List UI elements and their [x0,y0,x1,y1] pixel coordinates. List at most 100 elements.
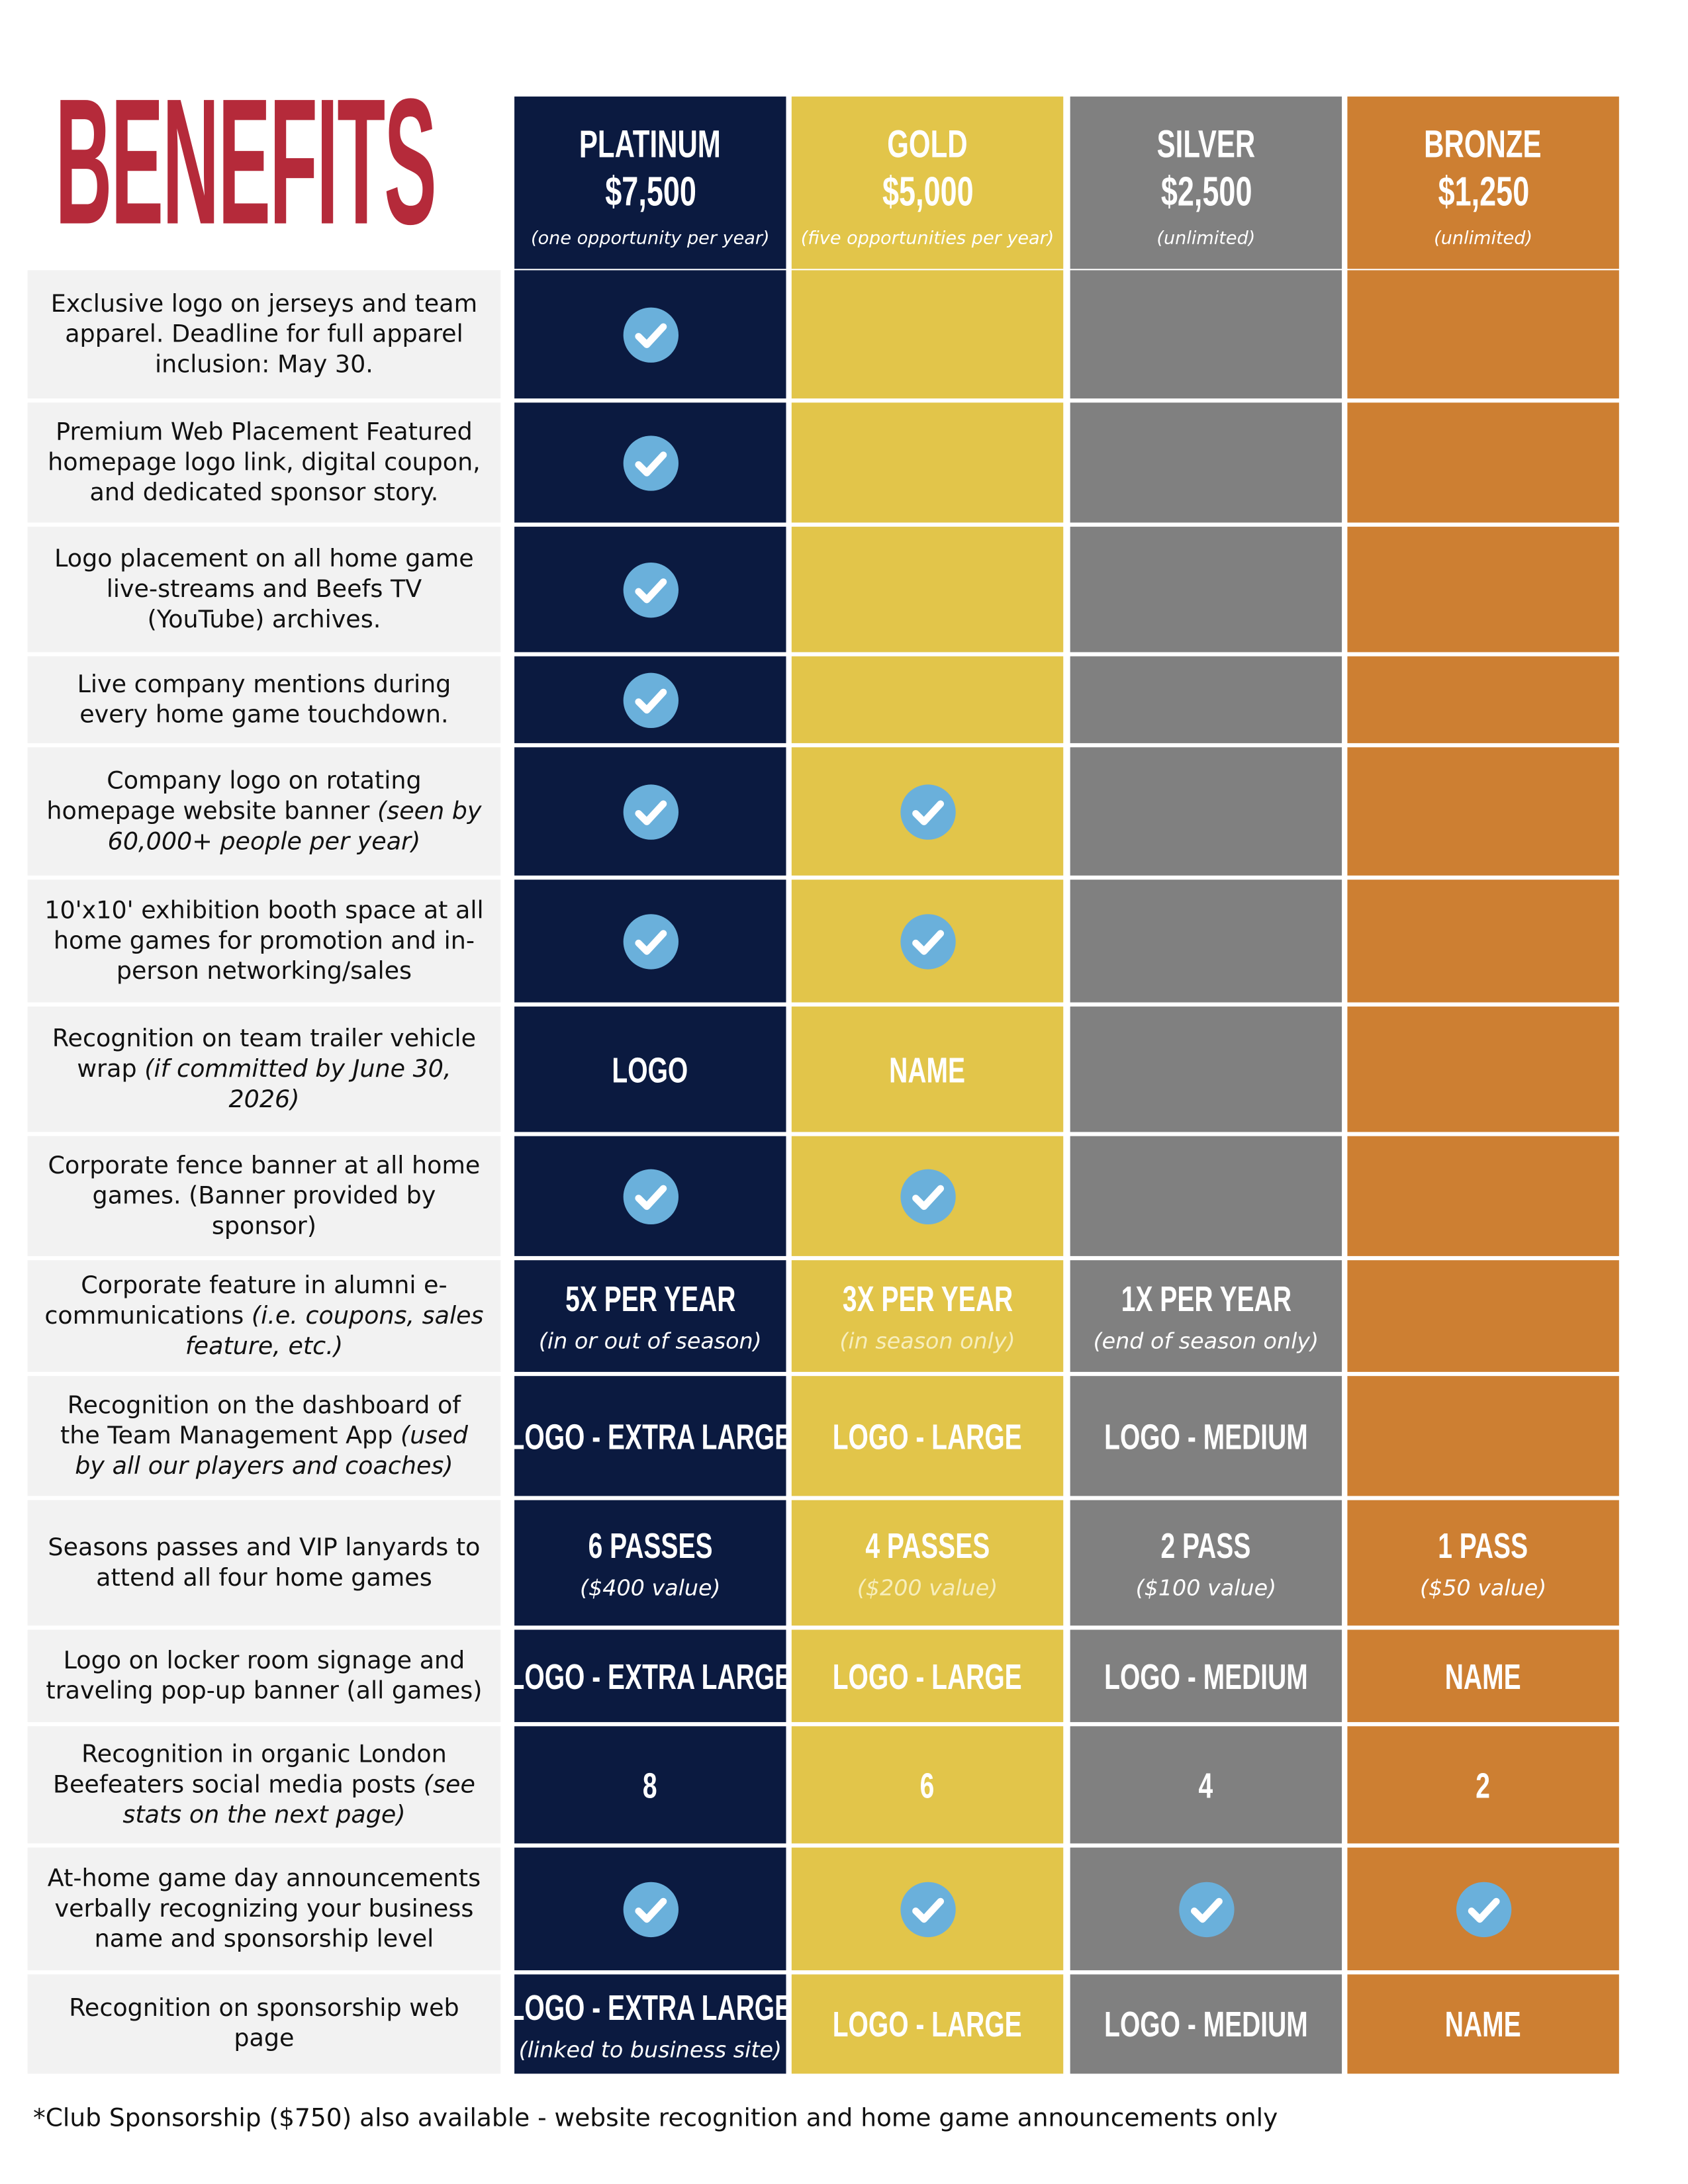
check-circle [900,784,955,839]
cell-main: 3X PER YEAR [842,1278,1013,1320]
check-mark [634,799,667,825]
benefit-text: Corporate feature in alumni e-communicat… [44,1271,485,1361]
benefit-text-main: Corporate feature in alumni e-communicat… [44,1271,447,1330]
check-icon [622,1881,678,1937]
check-mark [1190,1897,1222,1923]
benefit-label: Recognition on sponsorship web page [27,1974,501,2074]
check-mark [912,799,943,825]
tier-cell: LOGO - EXTRA LARGE [509,1629,792,1723]
tier-cell: 1X PER YEAR (end of season only) [1070,1260,1342,1372]
tier-cell [1347,1006,1619,1132]
tier-cell [1070,402,1342,523]
benefit-text: Recognition on team trailer vehicle wrap… [44,1024,485,1115]
tier-cell [514,1847,786,1971]
check-mark [634,688,667,713]
tier-note: (one opportunity per year) [531,228,770,250]
check-mark [634,929,667,954]
benefit-text-italic: (seen by 60,000+ people per year) [107,797,482,856]
cell-main: 2 [1476,1764,1491,1806]
benefit-label: Recognition in organic London Beefeaters… [27,1726,501,1844]
tier-header: SILVER $2,500 (unlimited) [1070,96,1342,269]
benefit-label: Corporate feature in alumni e-communicat… [27,1260,501,1372]
benefit-text-main: Recognition on sponsorship web page [69,1995,459,2054]
tier-cell: 2 [1347,1726,1619,1844]
benefit-label: 10'x10' exhibition booth space at all ho… [27,880,501,1003]
tier-cell: 3X PER YEAR (in season only) [791,1260,1064,1372]
tier-price: $1,250 [1437,169,1529,215]
benefit-label: Exclusive logo on jerseys and team appar… [27,270,501,399]
check-mark [634,1897,667,1923]
benefit-text-main: Live company mentions during every home … [77,670,451,729]
benefit-label: Premium Web Placement Featured homepage … [27,402,501,523]
check-icon [1455,1881,1511,1937]
tier-cell [1347,526,1619,653]
tier-cell [1070,1847,1342,1971]
benefit-text-main: Company logo on rotating homepage websit… [46,767,422,825]
tier-cell: LOGO [514,1006,786,1132]
tier-cell: LOGO - MEDIUM [1070,1376,1342,1496]
tier-cell: NAME [791,1006,1064,1132]
tier-cell: LOGO - EXTRA LARGE (linked to business si… [509,1974,792,2074]
check-circle [1455,1881,1511,1937]
cell-main: LOGO [612,1048,688,1090]
tier-name: PLATINUM [579,122,722,165]
benefit-text-main: At-home game day announcements verbally … [47,1864,481,1954]
tier-name: BRONZE [1424,122,1542,165]
cell-main: 4 PASSES [865,1525,990,1567]
benefit-text-main: Exclusive logo on jerseys and team appar… [50,290,478,379]
tier-note: (five opportunities per year) [800,228,1055,250]
check-circle [622,561,678,617]
cell-main: NAME [889,1048,966,1090]
tier-cell [791,747,1064,876]
check-mark [634,322,667,347]
tier-cell [1070,526,1342,653]
cell-sub: (end of season only) [1093,1328,1319,1354]
benefit-text-italic: (used by all our players and coaches) [75,1422,468,1480]
tier-cell [791,270,1064,399]
tier-header: GOLD $5,000 (five opportunities per year) [791,96,1064,269]
benefit-label: Logo placement on all home game live-str… [27,526,501,653]
check-icon [622,672,678,727]
benefit-text-main: Seasons passes and VIP lanyards to atten… [48,1533,481,1592]
tier-cell [1070,1136,1342,1256]
tier-header: PLATINUM $7,500 (one opportunity per year) [514,96,786,269]
benefit-label: Company logo on rotating homepage websit… [27,747,501,876]
tier-cell [791,880,1064,1003]
tier-cell [1347,1376,1619,1496]
cell-main: 5X PER YEAR [565,1278,735,1320]
cell-main: LOGO - MEDIUM [1104,2003,1308,2045]
tier-cell [514,747,786,876]
benefit-text-italic: (see stats on the next page) [122,1771,475,1829]
benefit-text-italic: (i.e. coupons, sales feature, etc.) [185,1302,484,1361]
check-circle [900,913,955,969]
benefit-label: Recognition on team trailer vehicle wrap… [27,1006,501,1132]
tier-cell [791,1136,1064,1256]
tier-cell: LOGO - MEDIUM [1070,1974,1342,2074]
check-icon [900,913,955,969]
benefit-label: At-home game day announcements verbally … [27,1847,501,1971]
tier-cell [1347,656,1619,743]
cell-sub: ($200 value) [857,1574,998,1601]
cell-sub: ($400 value) [580,1574,721,1601]
tier-price: $5,000 [882,169,973,215]
cell-main: 1X PER YEAR [1121,1278,1291,1320]
check-circle [622,1881,678,1937]
tier-cell: LOGO - MEDIUM [1070,1629,1342,1723]
tier-cell: 6 [791,1726,1064,1844]
cell-sub: (in or out of season) [538,1328,762,1354]
cell-sub: (linked to business site) [518,2036,782,2062]
tier-cell: LOGO - LARGE [791,1376,1064,1496]
cell-main: LOGO - MEDIUM [1104,1415,1308,1457]
tier-cell: 2 PASS ($100 value) [1070,1500,1342,1626]
tier-cell [1347,1136,1619,1256]
check-icon [900,784,955,839]
tier-cell: NAME [1347,1629,1619,1723]
benefit-text: Recognition on sponsorship web page [44,1993,485,2054]
benefit-text: Logo on locker room signage and travelin… [44,1645,485,1706]
tier-cell [1070,656,1342,743]
check-circle [622,306,678,362]
check-circle [1178,1881,1234,1937]
cell-sub: (in season only) [839,1328,1015,1354]
tier-cell: NAME [1347,1974,1619,2074]
tier-cell [514,270,786,399]
